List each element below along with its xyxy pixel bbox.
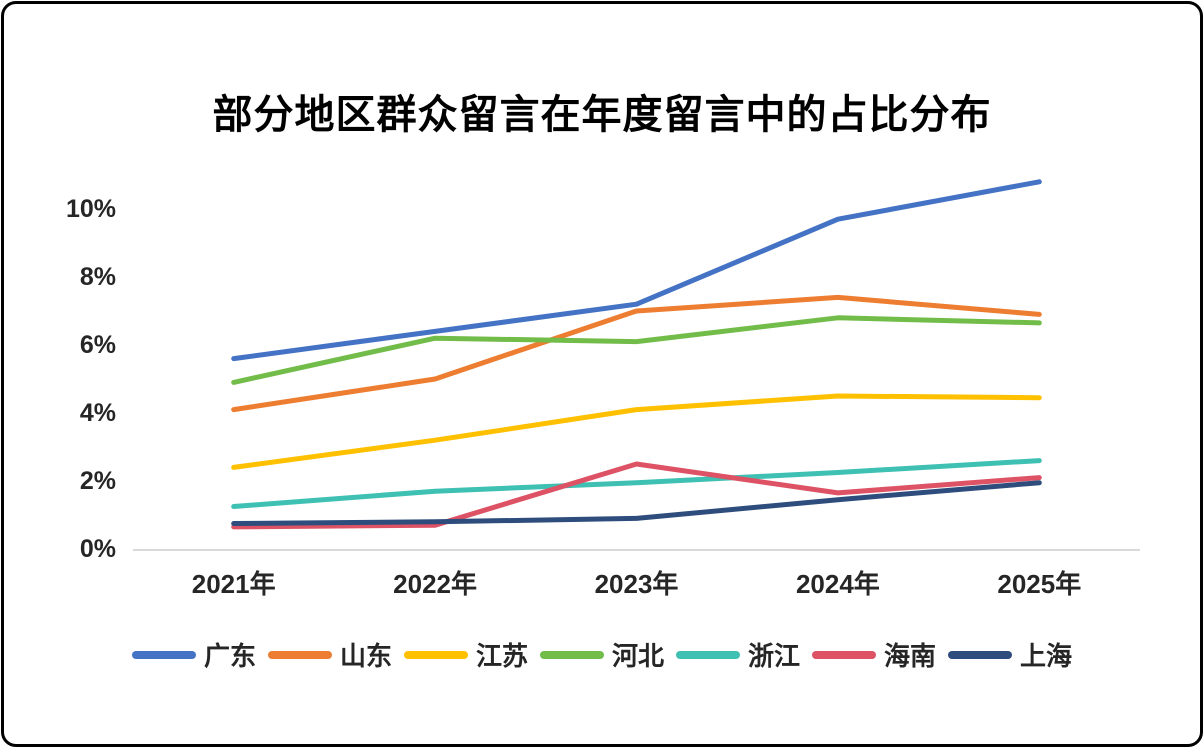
legend-item-上海: 上海 — [948, 636, 1072, 673]
x-axis-tick-label: 2023年 — [594, 569, 679, 599]
legend-swatch-icon — [403, 650, 468, 659]
legend-swatch-icon — [812, 650, 877, 659]
legend-label: 浙江 — [748, 641, 801, 671]
x-axis-tick-label: 2021年 — [191, 569, 276, 599]
legend-swatch-icon — [948, 650, 1013, 659]
legend-item-山东: 山东 — [267, 636, 392, 673]
legend-item-广东: 广东 — [131, 636, 256, 673]
x-axis-tick-label: 2022年 — [393, 569, 478, 599]
x-axis-tick-label: 2024年 — [795, 569, 880, 599]
legend-swatch-icon — [131, 650, 196, 659]
y-axis-tick-label: 8% — [79, 263, 116, 291]
legend-swatch-icon — [676, 650, 740, 659]
y-axis-tick-label: 10% — [65, 195, 116, 223]
y-axis-tick-label: 6% — [79, 331, 116, 359]
y-axis-tick-label: 2% — [79, 467, 116, 495]
chart-title: 部分地区群众留言在年度留言中的占比分布 — [212, 93, 992, 137]
legend-label: 上海 — [1020, 641, 1073, 671]
legend-label: 江苏 — [475, 641, 528, 671]
y-axis-tick-label: 0% — [79, 535, 116, 563]
legend-label: 山东 — [339, 641, 392, 671]
legend-label: 河北 — [611, 641, 664, 671]
series-line-海南 — [231, 461, 1042, 530]
series-line-上海 — [231, 480, 1042, 526]
series-line-江苏 — [231, 393, 1042, 470]
legend-swatch-icon — [539, 650, 604, 659]
legend-item-海南: 海南 — [812, 636, 936, 673]
legend-item-浙江: 浙江 — [676, 636, 800, 673]
series-line-浙江 — [231, 458, 1042, 509]
legend-item-河北: 河北 — [539, 636, 664, 673]
legend-label: 广东 — [203, 641, 256, 671]
legend: 广东 山东 江苏 河北 浙江 海南 上海 — [0, 636, 1204, 673]
legend-swatch-icon — [267, 650, 332, 659]
series-line-广东 — [231, 179, 1042, 362]
x-axis-tick-label: 2025年 — [997, 569, 1082, 599]
legend-item-江苏: 江苏 — [403, 636, 528, 673]
series-line-山东 — [231, 294, 1042, 413]
legend-label: 海南 — [884, 641, 937, 671]
y-axis-tick-label: 4% — [79, 399, 116, 427]
series-line-河北 — [231, 315, 1042, 385]
